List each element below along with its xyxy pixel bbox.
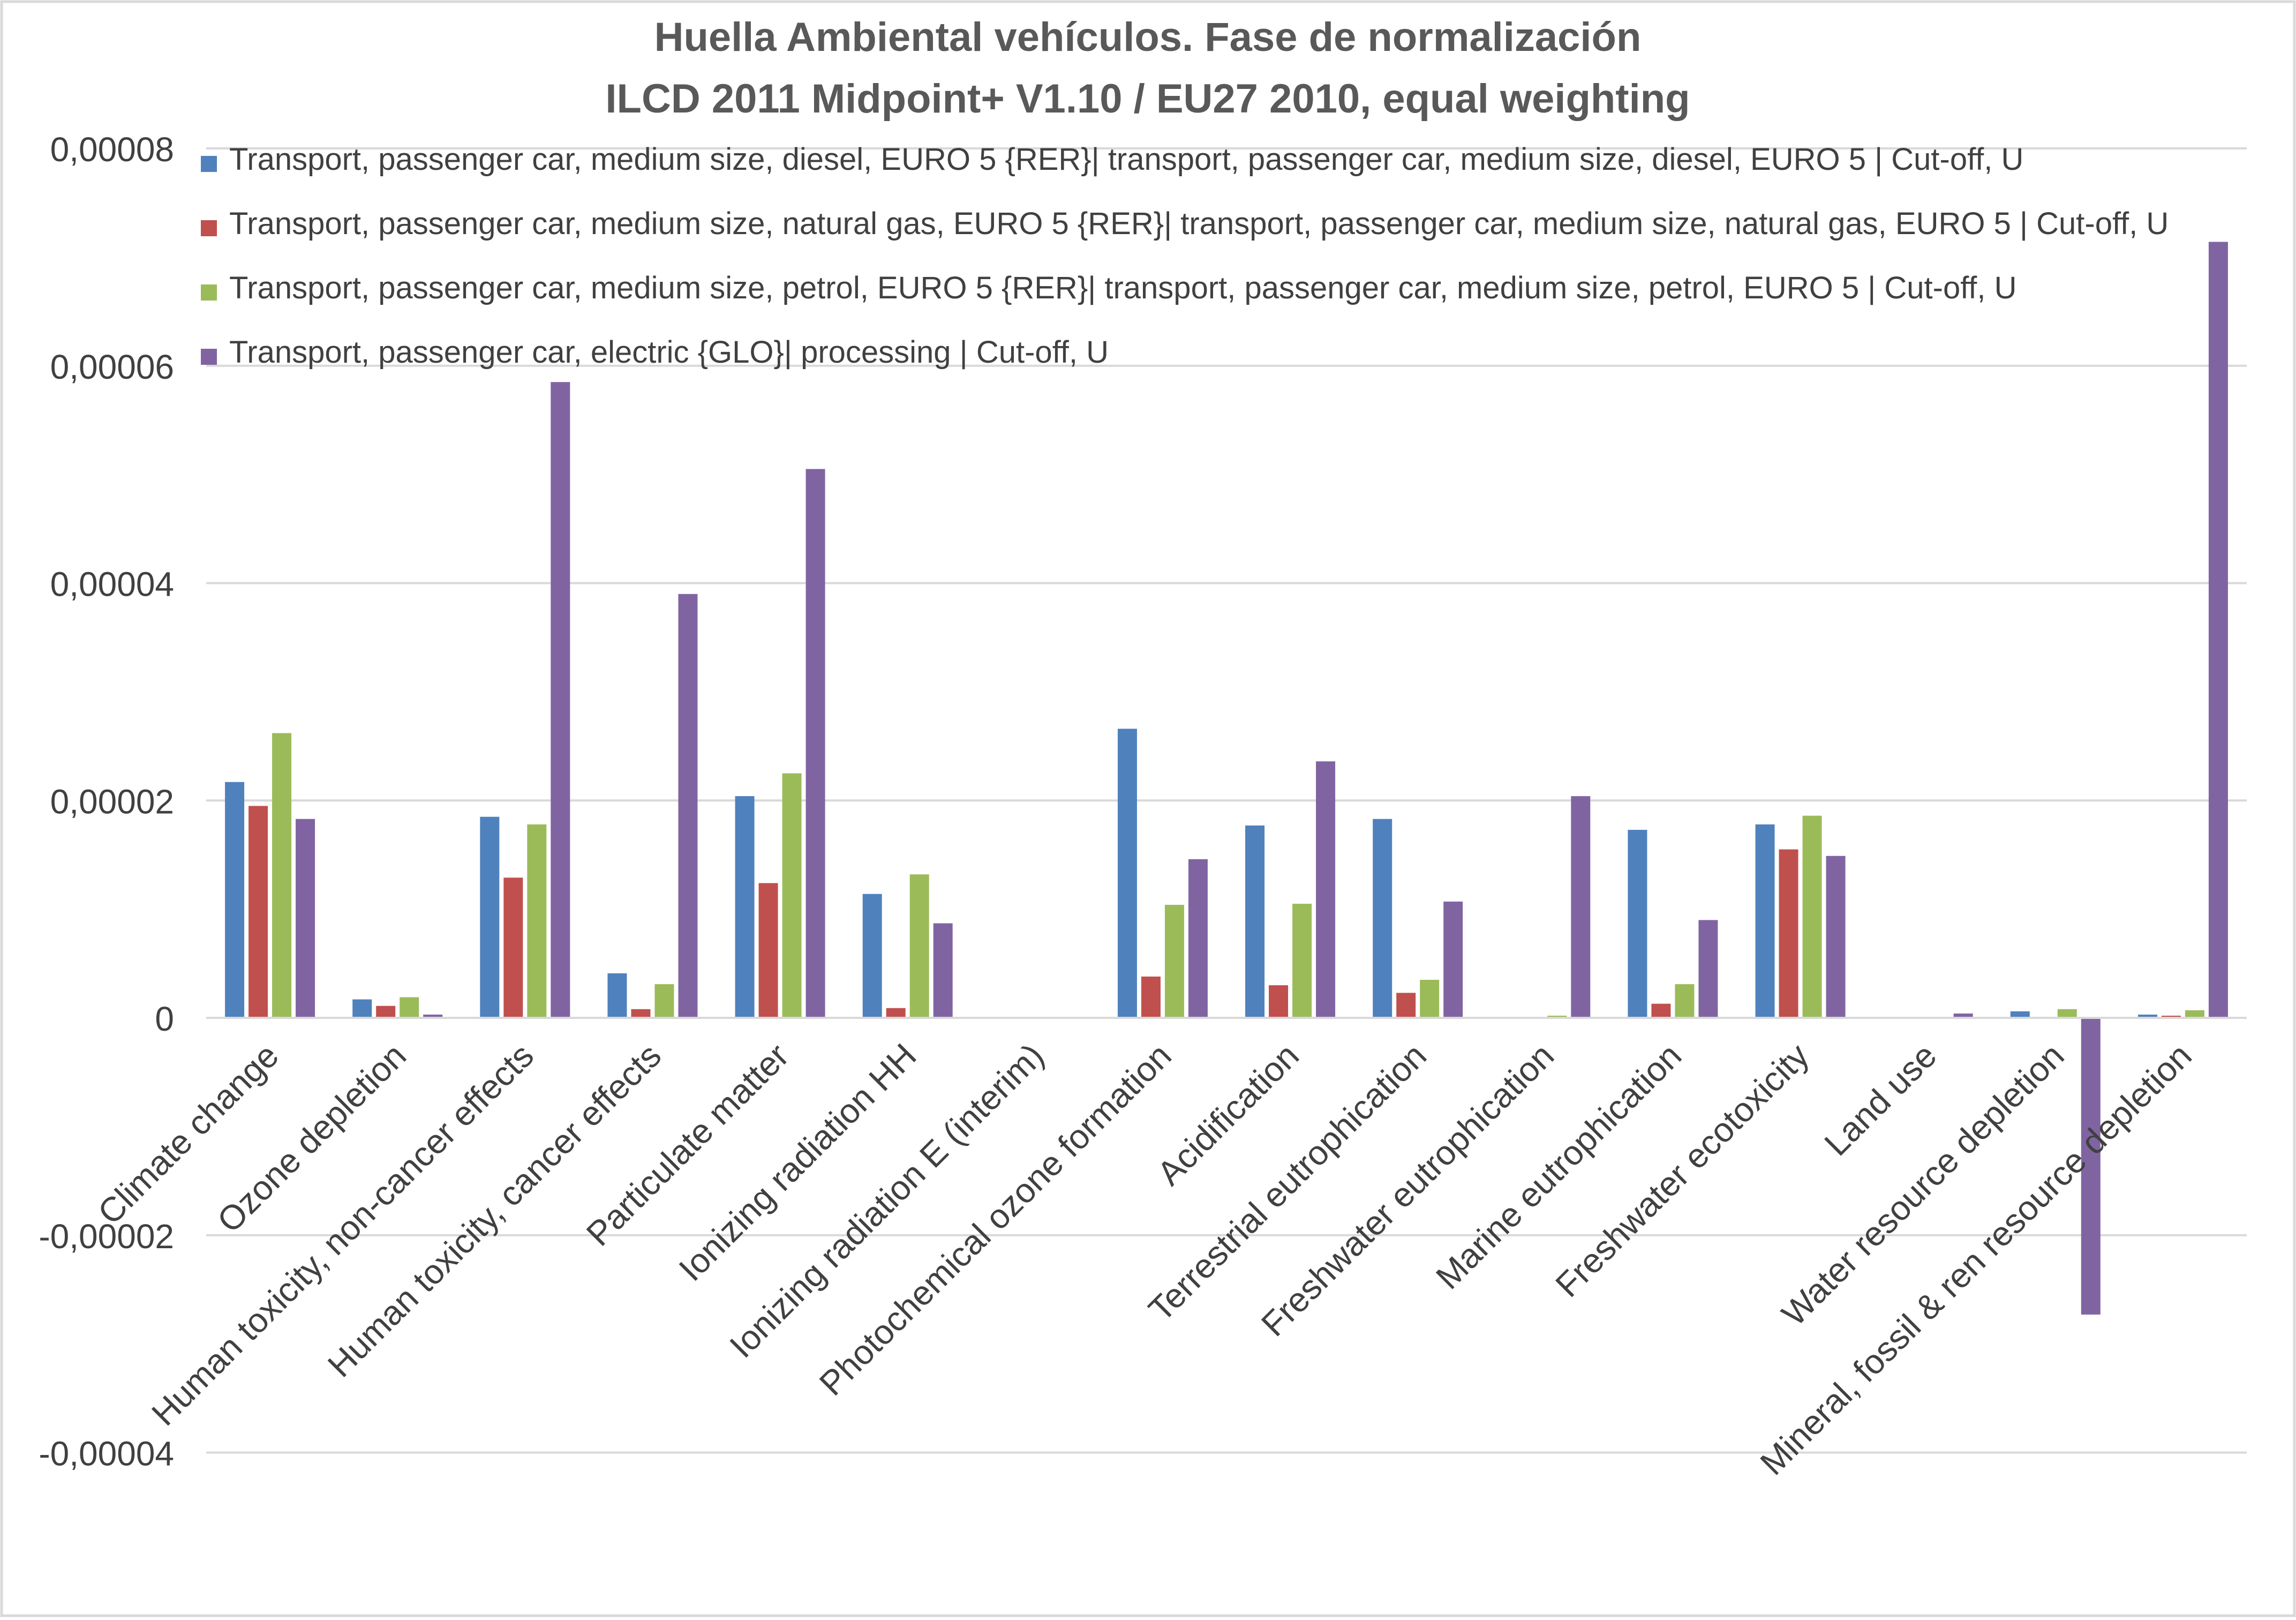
- bar: [607, 973, 627, 1018]
- chart-title: Huella Ambiental vehículos. Fase de norm…: [654, 14, 1642, 60]
- bar: [376, 1006, 396, 1018]
- bar: [551, 382, 570, 1018]
- bar: [654, 984, 674, 1018]
- chart-subtitle: ILCD 2011 Midpoint+ V1.10 / EU27 2010, e…: [605, 76, 1690, 122]
- bar: [1420, 979, 1440, 1018]
- bar: [758, 883, 778, 1018]
- bar: [1675, 984, 1695, 1018]
- y-tick-label: 0: [155, 1000, 174, 1038]
- bar: [480, 816, 500, 1018]
- bar: [1698, 920, 1718, 1018]
- bar: [1571, 796, 1591, 1018]
- bar: [1396, 993, 1416, 1018]
- y-tick-label: 0,00006: [50, 348, 174, 386]
- bar: [1164, 905, 1184, 1018]
- bar: [503, 878, 523, 1018]
- bar: [1651, 1003, 1671, 1018]
- gridlines: [206, 147, 2247, 1454]
- bar: [933, 923, 953, 1018]
- bar: [296, 819, 315, 1018]
- bar: [2185, 1010, 2204, 1018]
- bar: [423, 1014, 443, 1018]
- bar: [272, 733, 292, 1018]
- bar: [1802, 815, 1822, 1018]
- bar: [2137, 1014, 2157, 1018]
- bar: [1628, 830, 1647, 1018]
- legend-label: Transport, passenger car, medium size, p…: [229, 271, 2017, 305]
- y-tick-label: 0,00008: [50, 130, 174, 169]
- legend-swatch: [201, 220, 217, 236]
- legend-label: Transport, passenger car, medium size, n…: [229, 206, 2169, 241]
- bar: [862, 894, 882, 1018]
- y-tick-label: 0,00004: [50, 565, 174, 604]
- bar: [806, 469, 825, 1018]
- bar: [400, 997, 419, 1018]
- bar: [631, 1009, 651, 1018]
- y-tick-label: 0,00002: [50, 782, 174, 821]
- bar: [1779, 849, 1798, 1018]
- bar: [249, 806, 268, 1018]
- bar: [1141, 976, 1161, 1018]
- bar: [1826, 856, 1846, 1018]
- bar: [678, 594, 698, 1018]
- bar: [352, 999, 372, 1018]
- bar: [1245, 825, 1265, 1018]
- bar: [1117, 729, 1137, 1018]
- bar: [527, 824, 547, 1018]
- bar: [2010, 1011, 2030, 1018]
- bars: [225, 242, 2228, 1315]
- y-tick-label: -0,00002: [39, 1217, 174, 1256]
- legend-label: Transport, passenger car, electric {GLO}…: [229, 335, 1109, 370]
- legend-swatch: [201, 156, 217, 172]
- bar: [2161, 1015, 2181, 1018]
- bar: [225, 782, 245, 1018]
- bar: [1547, 1015, 1567, 1018]
- bar: [1373, 819, 1392, 1018]
- bar: [1316, 761, 1336, 1018]
- bar: [1755, 824, 1775, 1018]
- legend-swatch: [201, 284, 217, 301]
- bar: [2208, 242, 2228, 1018]
- bar: [909, 874, 929, 1018]
- bar: [2081, 1018, 2101, 1315]
- y-tick-label: -0,00004: [39, 1435, 174, 1473]
- bar: [1269, 985, 1289, 1018]
- bar: [2057, 1009, 2077, 1018]
- bar: [1188, 859, 1208, 1018]
- bar: [735, 796, 755, 1018]
- bar: [782, 773, 802, 1018]
- bar: [886, 1008, 906, 1018]
- bar: [1292, 903, 1312, 1018]
- bar: [1443, 901, 1463, 1018]
- legend-swatch: [201, 349, 217, 365]
- legend: Transport, passenger car, medium size, d…: [201, 142, 2169, 370]
- bar: [1953, 1013, 1973, 1018]
- legend-label: Transport, passenger car, medium size, d…: [229, 142, 2023, 177]
